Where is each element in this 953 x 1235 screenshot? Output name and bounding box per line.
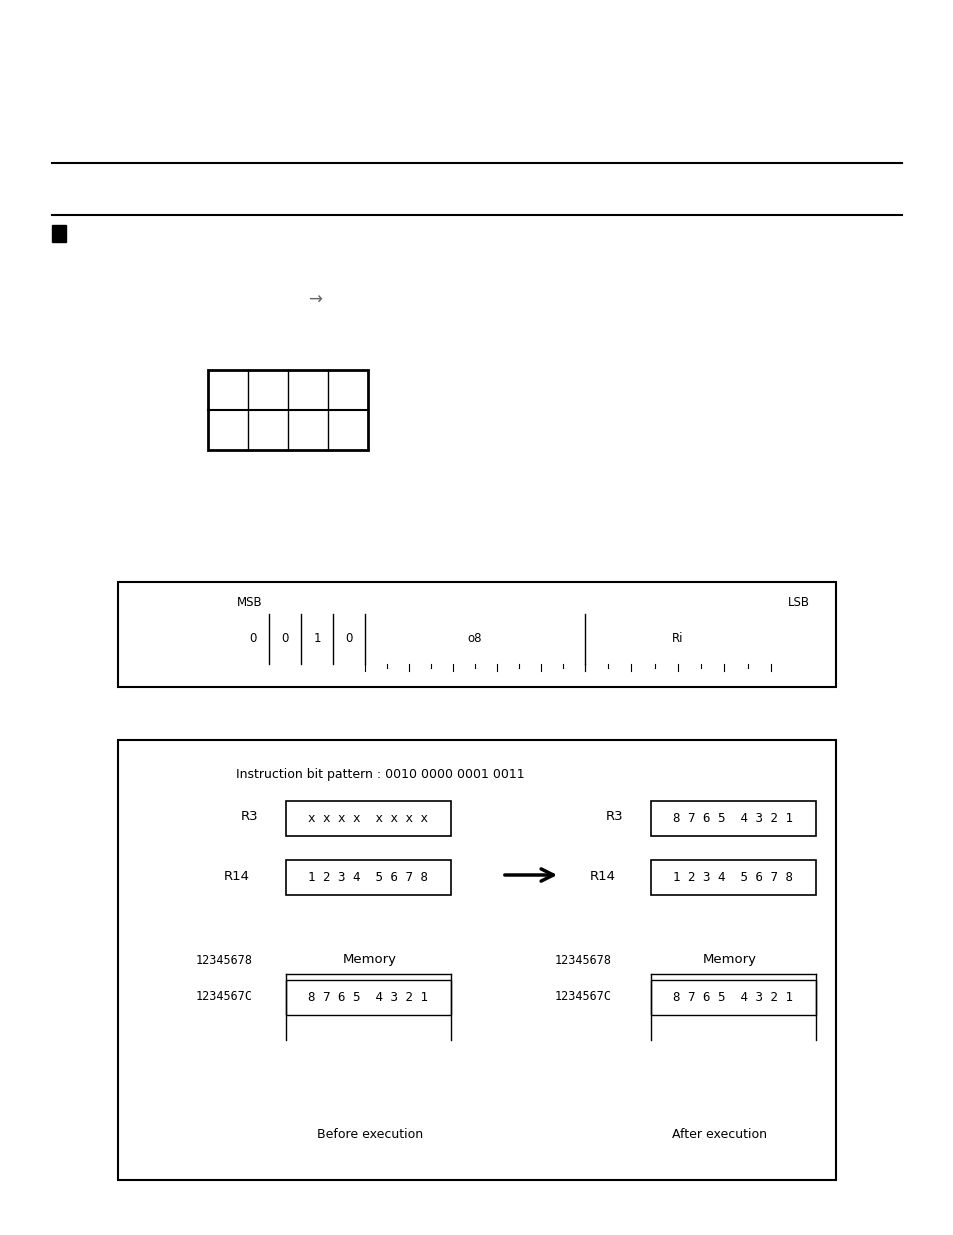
Bar <box>286 860 451 895</box>
Text: 1234567C: 1234567C <box>195 989 253 1003</box>
Text: 0: 0 <box>249 632 256 646</box>
Text: R14: R14 <box>224 869 250 883</box>
Bar <box>118 582 835 687</box>
Text: Ri: Ri <box>672 632 683 646</box>
Text: 1 2 3 4  5 6 7 8: 1 2 3 4 5 6 7 8 <box>673 871 793 884</box>
Bar <box>650 860 815 895</box>
Text: →: → <box>308 291 321 309</box>
Text: Instruction bit pattern : 0010 0000 0001 0011: Instruction bit pattern : 0010 0000 0001… <box>235 768 524 781</box>
Text: MSB: MSB <box>236 597 262 609</box>
Bar <box>118 740 835 1179</box>
Text: Memory: Memory <box>702 953 757 967</box>
Bar <box>650 802 815 836</box>
Bar <box>650 981 815 1015</box>
Text: R3: R3 <box>240 810 257 824</box>
Bar <box>208 370 368 450</box>
Text: 1234567C: 1234567C <box>555 989 612 1003</box>
Text: 0: 0 <box>345 632 353 646</box>
Text: x x x x  x x x x: x x x x x x x x <box>308 811 428 825</box>
Bar <box>286 981 451 1015</box>
Text: Memory: Memory <box>343 953 396 967</box>
Text: 8 7 6 5  4 3 2 1: 8 7 6 5 4 3 2 1 <box>673 811 793 825</box>
Text: 8 7 6 5  4 3 2 1: 8 7 6 5 4 3 2 1 <box>673 990 793 1004</box>
Bar <box>286 802 451 836</box>
Text: o8: o8 <box>467 632 482 646</box>
Text: 12345678: 12345678 <box>195 953 253 967</box>
Text: 8 7 6 5  4 3 2 1: 8 7 6 5 4 3 2 1 <box>308 990 428 1004</box>
Text: After execution: After execution <box>672 1129 767 1141</box>
Text: 1 2 3 4  5 6 7 8: 1 2 3 4 5 6 7 8 <box>308 871 428 884</box>
Text: R3: R3 <box>605 810 622 824</box>
Text: Before execution: Before execution <box>316 1129 422 1141</box>
Text: LSB: LSB <box>787 597 809 609</box>
Text: 1: 1 <box>313 632 320 646</box>
Bar <box>52 225 66 242</box>
Text: R14: R14 <box>589 869 616 883</box>
Text: 12345678: 12345678 <box>555 953 612 967</box>
Text: 0: 0 <box>281 632 289 646</box>
